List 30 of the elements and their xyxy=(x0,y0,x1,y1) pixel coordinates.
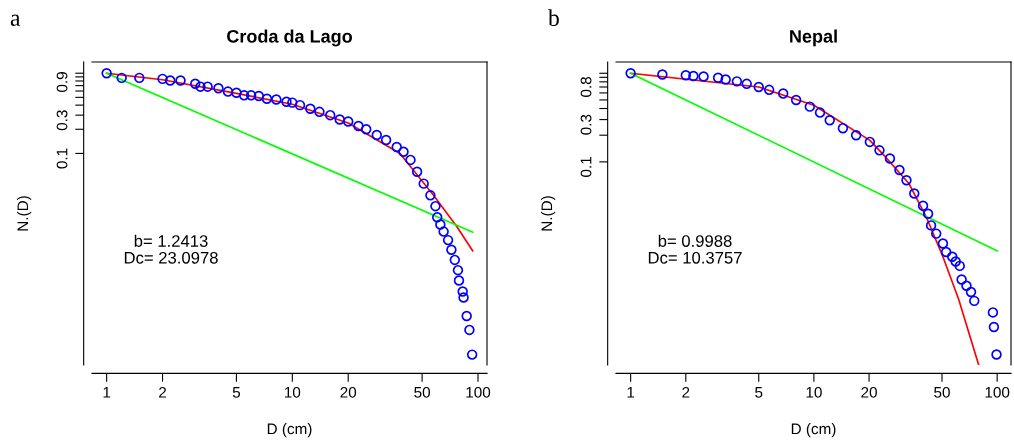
x-tick-label: 10 xyxy=(806,386,822,398)
x-tick-label: 5 xyxy=(755,387,763,398)
x-tick-label: 50 xyxy=(414,386,431,398)
y-tick-label: 0.9 xyxy=(56,72,68,92)
x-tick-label: 1 xyxy=(103,387,111,398)
x-tick-label: 5 xyxy=(232,387,241,398)
y-tick-label: 0.3 xyxy=(56,110,68,131)
x-tick-label: 1 xyxy=(627,387,635,398)
x-tick-label: 2 xyxy=(159,386,167,398)
chart-title: Croda da Lago xyxy=(227,29,352,47)
x-axis-title: D (cm) xyxy=(267,422,312,438)
y-tick-label: 0.3 xyxy=(580,114,592,135)
y-axis-title: N.(D) xyxy=(540,196,556,231)
x-tick-label: 100 xyxy=(985,386,1010,398)
y-tick-label: 0.1 xyxy=(56,148,68,169)
x-axis-title: D (cm) xyxy=(791,422,836,438)
chart-title: Nepal xyxy=(790,29,837,47)
y-axis-title: N.(D) xyxy=(16,196,32,231)
x-tick-label: 2 xyxy=(682,386,690,398)
y-tick-label: 0.8 xyxy=(580,76,592,97)
text: a xyxy=(10,14,21,26)
annotation: b= 0.9988 Dc= 10.3757 xyxy=(648,234,742,264)
x-tick-label: 100 xyxy=(466,386,491,398)
x-tick-label: 10 xyxy=(284,386,301,398)
x-tick-label: 20 xyxy=(861,386,877,398)
text: b xyxy=(548,9,559,26)
x-tick-label: 20 xyxy=(340,386,357,398)
annotation: b= 1.2413 Dc= 23.0978 xyxy=(124,234,218,264)
y-tick-label: 0.1 xyxy=(580,157,592,177)
x-tick-label: 50 xyxy=(934,386,950,398)
